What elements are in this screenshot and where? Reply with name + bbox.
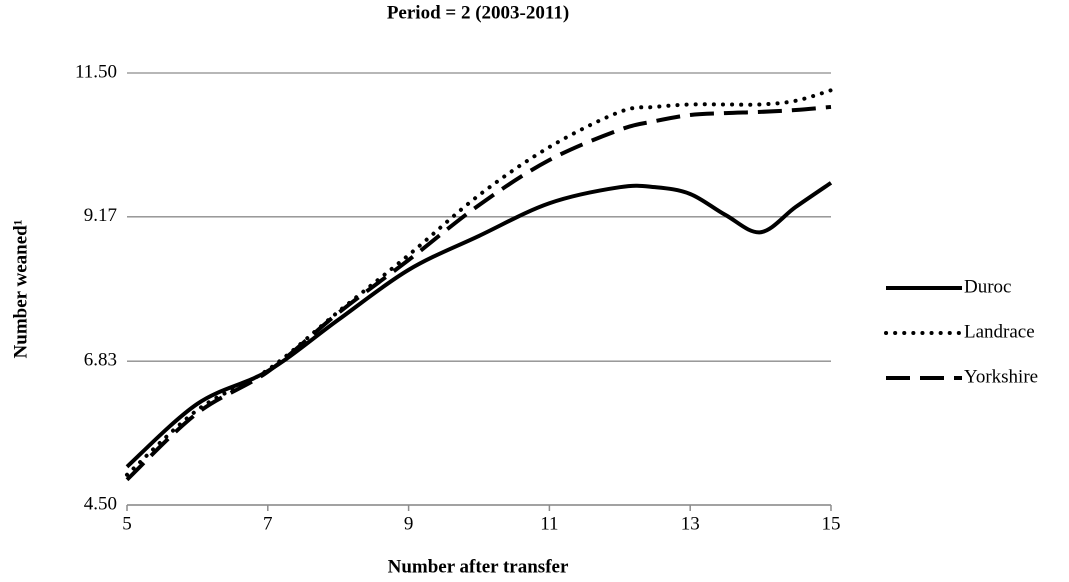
y-tick-label: 4.50 [84,493,117,514]
line-series [125,181,833,469]
x-tick-label: 7 [263,513,273,534]
x-tick-label: 11 [540,513,558,534]
y-tick-label: 11.50 [75,61,117,82]
x-tick-label: 9 [404,513,414,534]
legend-label: Yorkshire [964,366,1038,387]
line-series [125,88,833,477]
x-tick-label: 15 [822,513,841,534]
legend-label: Landrace [964,321,1035,342]
y-axis-label: Number weaned¹ [10,220,31,359]
x-tick-label: 5 [122,513,132,534]
x-axis-label: Number after transfer [388,556,569,577]
chart-title: Period = 2 (2003-2011) [387,2,569,23]
y-tick-label: 9.17 [84,205,117,226]
line-series [125,104,832,482]
x-tick-label: 13 [681,513,700,534]
y-tick-label: 6.83 [84,350,117,371]
legend-label: Duroc [964,276,1011,297]
